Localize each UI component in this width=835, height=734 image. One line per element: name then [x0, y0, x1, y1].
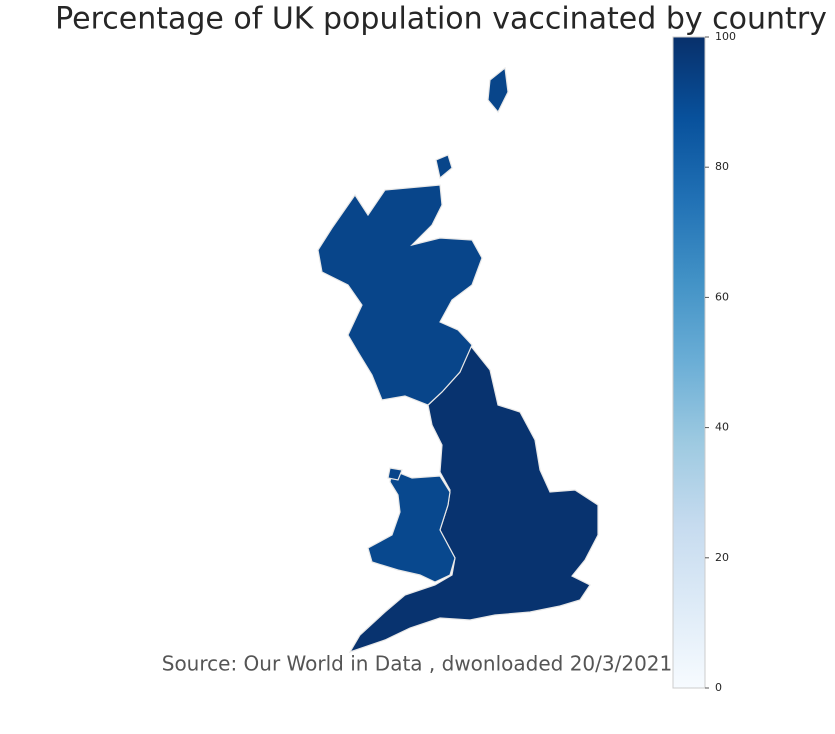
- colorbar-tick-label: 20: [715, 551, 729, 564]
- colorbar-tick-label: 80: [715, 160, 729, 173]
- region: [348, 343, 599, 654]
- colorbar-tick-label: 100: [715, 30, 736, 43]
- region: [317, 184, 483, 406]
- colorbar: [672, 36, 706, 689]
- colorbar-tick-label: 40: [715, 421, 729, 434]
- colorbar-tick-label: 60: [715, 290, 729, 303]
- region: [387, 467, 403, 481]
- source-note: Source: Our World in Data , dwonloaded 2…: [162, 652, 673, 676]
- region: [487, 66, 509, 114]
- region: [367, 469, 456, 583]
- region: [435, 154, 453, 180]
- chart-title: Percentage of UK population vaccinated b…: [55, 2, 827, 37]
- colorbar-tick-label: 0: [715, 681, 722, 694]
- map: [317, 66, 599, 654]
